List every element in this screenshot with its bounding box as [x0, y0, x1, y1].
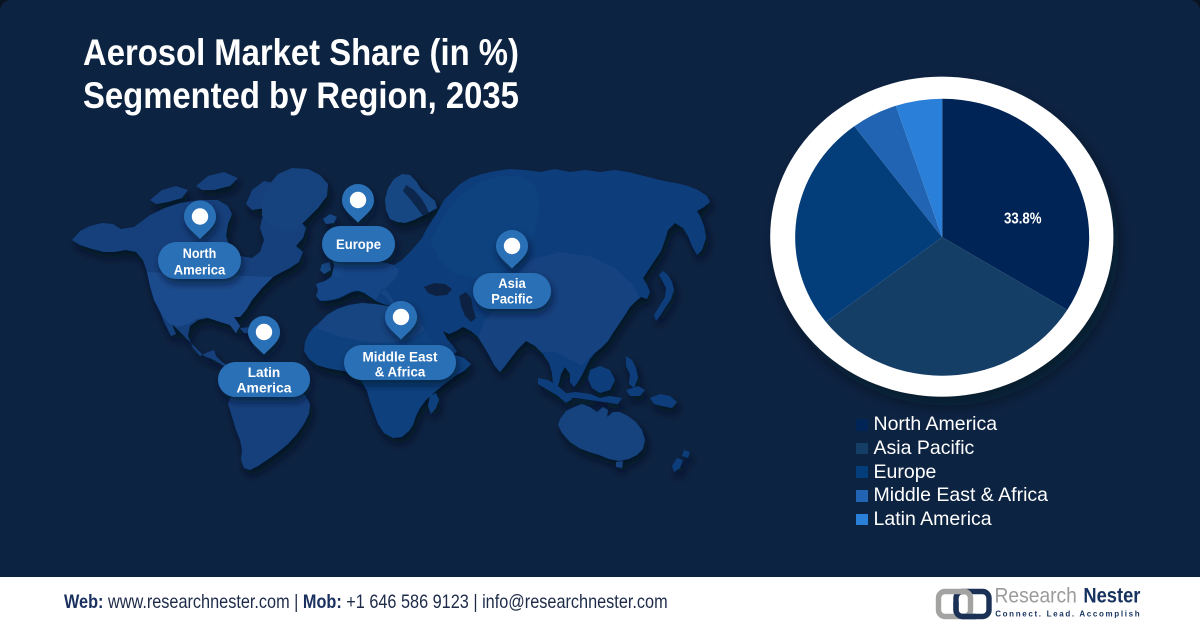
svg-text:Nester: Nester	[1083, 585, 1140, 608]
svg-text:America: America	[237, 379, 292, 395]
svg-text:North: North	[183, 245, 217, 261]
svg-text:Europe: Europe	[336, 236, 381, 252]
svg-text:Research: Research	[995, 585, 1077, 608]
svg-text:33.8%: 33.8%	[1004, 211, 1042, 228]
svg-text:Pacific: Pacific	[491, 291, 533, 307]
svg-text:Asia: Asia	[498, 275, 526, 291]
svg-text:& Africa: & Africa	[375, 364, 426, 380]
svg-text:America: America	[174, 262, 226, 278]
svg-text:Connect. Lead. Accomplish: Connect. Lead. Accomplish	[995, 609, 1140, 618]
svg-text:Middle East: Middle East	[363, 348, 438, 364]
svg-text:Latin: Latin	[248, 364, 281, 380]
